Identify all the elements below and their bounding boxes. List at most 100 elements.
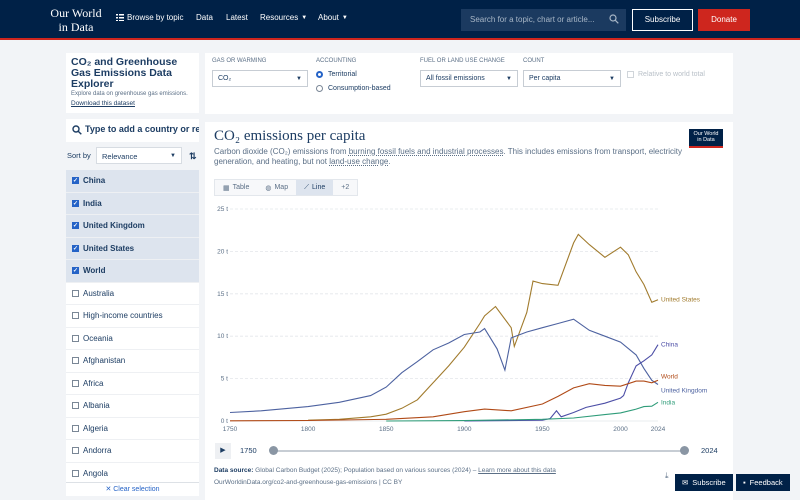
entity-item[interactable]: ✓ India: [66, 192, 199, 215]
nav-label: Data: [196, 13, 213, 22]
badge-line-1: Our World: [693, 131, 719, 137]
tab-more[interactable]: +2: [333, 180, 357, 195]
checkbox-icon: [72, 379, 79, 387]
checkbox-checked-icon: ✓: [72, 199, 79, 207]
relative-to-world-checkbox[interactable]: Relative to world total: [627, 71, 705, 78]
logo-line-2: in Data: [58, 20, 94, 34]
entity-item[interactable]: Africa: [66, 373, 199, 395]
sort-by-label: Sort by: [67, 151, 91, 160]
checkbox-icon: [72, 402, 79, 410]
chart-title: CO₂ emissions per capita: [214, 128, 366, 144]
site-logo[interactable]: Our World in Data: [50, 6, 102, 34]
subscribe-button[interactable]: Subscribe: [632, 9, 693, 31]
chevron-down-icon: ▼: [301, 14, 308, 21]
entity-item[interactable]: Afghanistan: [66, 350, 199, 373]
floating-subscribe-button[interactable]: ✉ Subscribe: [675, 474, 733, 491]
entity-label: Oceania: [83, 333, 113, 343]
timeline-end-label: 2024: [701, 446, 718, 455]
explorer-subtitle: Explore data on greenhouse gas emissions…: [71, 91, 188, 97]
entity-label: China: [83, 176, 106, 186]
fuel-dropdown[interactable]: All fossil emissions ▼: [420, 70, 518, 87]
chevron-down-icon: ▼: [609, 76, 615, 82]
entity-item[interactable]: Albania: [66, 395, 199, 418]
subtitle-definition-link[interactable]: land-use change: [329, 157, 389, 166]
chevron-down-icon: ▼: [296, 76, 302, 82]
entity-label: India: [83, 198, 102, 208]
nav-latest[interactable]: Latest: [226, 13, 248, 22]
site-header: Our World in Data Browse by topic Data L…: [0, 0, 800, 40]
nav-browse-by-topic[interactable]: Browse by topic: [116, 13, 183, 22]
sort-dropdown[interactable]: Relevance ▼: [96, 147, 182, 164]
entity-item[interactable]: High-income countries: [66, 305, 199, 328]
entity-item[interactable]: ✓ United Kingdom: [66, 215, 199, 238]
entity-item[interactable]: Andorra: [66, 440, 199, 463]
entity-item[interactable]: Oceania: [66, 328, 199, 350]
clear-selection-button[interactable]: ✕ Clear selection: [66, 482, 199, 496]
entity-item[interactable]: Australia: [66, 283, 199, 305]
tab-line[interactable]: ⟋ Line: [296, 180, 334, 195]
radio-empty-icon: [316, 85, 323, 92]
sort-order-icon[interactable]: ⇅: [189, 151, 197, 161]
nav-resources[interactable]: Resources ▼: [260, 13, 307, 22]
button-label: Feedback: [749, 478, 783, 487]
tab-label: Line: [312, 184, 326, 191]
entity-label: World: [83, 266, 106, 276]
timeline-track[interactable]: [273, 450, 685, 452]
checkbox-icon: [627, 71, 634, 78]
site-search-input[interactable]: Search for a topic, chart or article...: [461, 9, 626, 31]
entity-search-input[interactable]: Type to add a country or region...: [66, 119, 199, 142]
search-placeholder: Search for a topic, chart or article...: [470, 15, 595, 24]
tab-label: +2: [341, 184, 350, 191]
download-icon[interactable]: ⤓: [665, 471, 669, 480]
nav-label: Latest: [226, 13, 248, 22]
entity-item[interactable]: Algeria: [66, 418, 199, 440]
nav-data[interactable]: Data: [196, 13, 213, 22]
entity-item[interactable]: ✓ United States: [66, 237, 199, 260]
nav-about[interactable]: About ▼: [318, 13, 348, 22]
donate-button[interactable]: Donate: [698, 9, 750, 31]
chart-tabs: ▦ Table ◍ Map ⟋ Line +2: [214, 179, 359, 196]
checkbox-checked-icon: ✓: [72, 222, 79, 230]
radio-consumption-based[interactable]: Consumption-based: [316, 85, 391, 92]
chat-icon: ▪: [743, 478, 746, 487]
badge-line-2: in Data: [697, 137, 715, 143]
chevron-down-icon: ▼: [341, 14, 348, 21]
chart-url: OurWorldinData.org/co2-and-greenhouse-ga…: [214, 479, 403, 486]
table-icon: ▦: [223, 184, 230, 192]
tab-label: Table: [232, 184, 250, 191]
feedback-button[interactable]: ▪ Feedback: [736, 474, 790, 491]
button-label: Subscribe: [692, 478, 726, 487]
timeline-end-handle[interactable]: [680, 446, 689, 455]
entity-item[interactable]: ✓ World: [66, 260, 199, 283]
radio-label: Consumption-based: [328, 85, 391, 92]
count-dropdown[interactable]: Per capita ▼: [523, 70, 621, 87]
sort-value: Relevance: [102, 152, 138, 161]
checkbox-icon: [72, 424, 79, 432]
tab-map[interactable]: ◍ Map: [257, 180, 296, 195]
play-button[interactable]: ▶: [215, 443, 231, 459]
explorer-title: CO₂ and Greenhouse Gas Emissions Data Ex…: [71, 56, 178, 90]
download-dataset-link[interactable]: Download this dataset: [71, 100, 135, 107]
tab-table[interactable]: ▦ Table: [215, 180, 257, 195]
owid-badge-logo[interactable]: Our World in Data: [689, 129, 723, 148]
chart-subtitle: Carbon dioxide (CO₂) emissions from burn…: [214, 147, 684, 167]
gas-dropdown[interactable]: CO₂ ▼: [212, 70, 308, 87]
timeline-start-handle[interactable]: [269, 446, 278, 455]
learn-more-link[interactable]: Learn more about this data: [478, 467, 556, 474]
tab-label: Map: [274, 184, 289, 191]
radio-territorial[interactable]: Territorial: [316, 71, 357, 78]
gas-label: GAS OR WARMING: [212, 58, 267, 64]
mail-icon: ✉: [682, 478, 689, 487]
subtitle-text: . This includes emissions from transport…: [214, 147, 683, 166]
entity-item[interactable]: Angola: [66, 463, 199, 483]
radio-label: Territorial: [328, 71, 357, 78]
source-label: Data source:: [214, 467, 254, 474]
subtitle-definition-link[interactable]: burning fossil fuels and industrial proc…: [348, 147, 504, 156]
nav-label: Browse by topic: [127, 13, 184, 22]
entity-label: Albania: [83, 401, 110, 411]
checkbox-icon: [72, 334, 79, 342]
fuel-label: FUEL OR LAND USE CHANGE: [420, 58, 505, 64]
checkbox-checked-icon: ✓: [72, 177, 79, 185]
entity-item[interactable]: ✓ China: [66, 170, 199, 193]
checkbox-icon: [72, 447, 79, 455]
